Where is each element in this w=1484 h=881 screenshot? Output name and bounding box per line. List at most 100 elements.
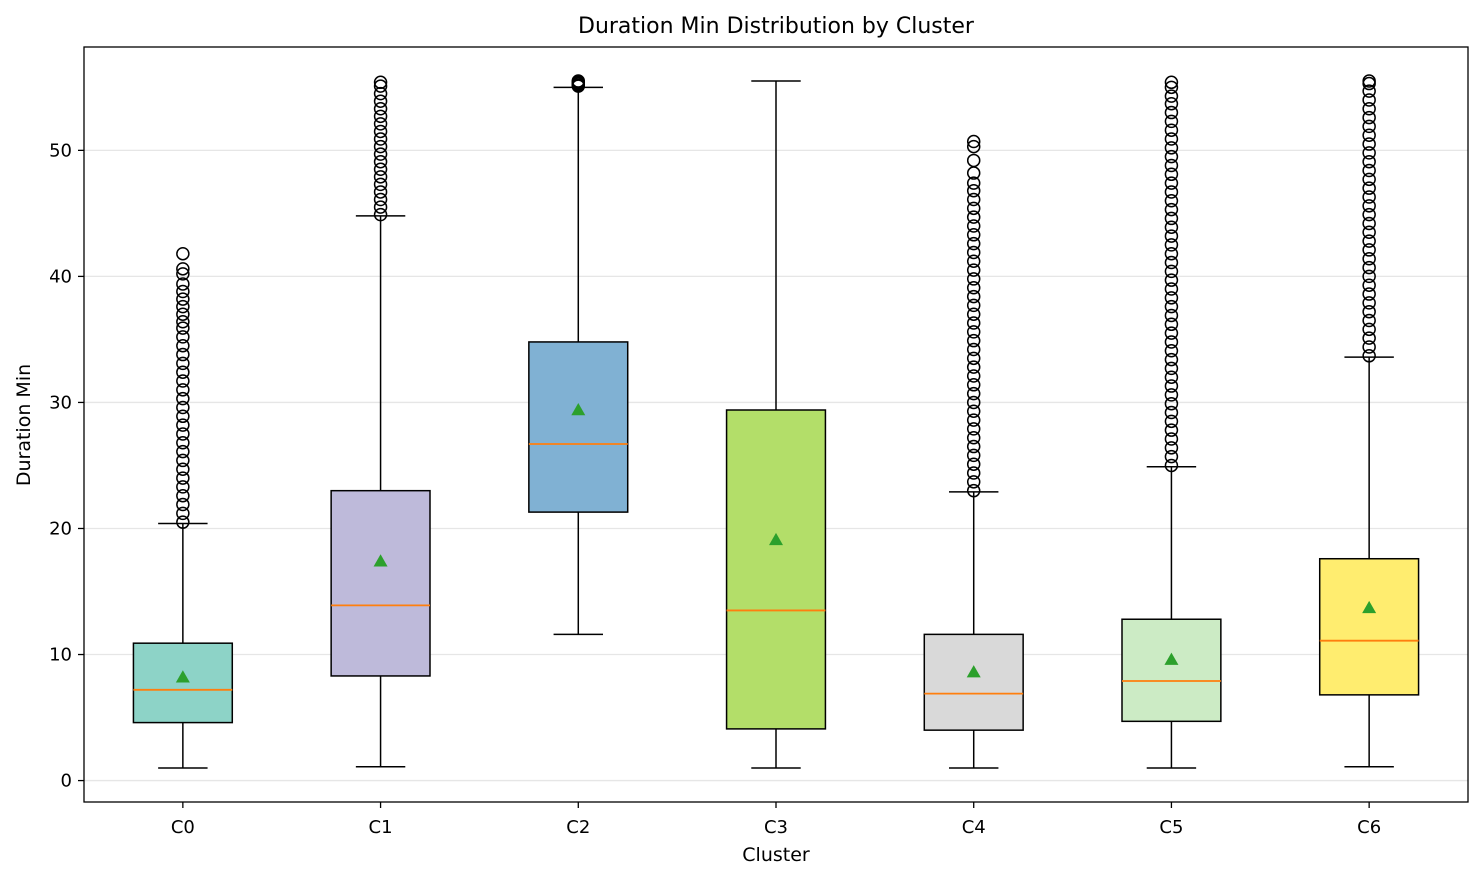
chart-title: Duration Min Distribution by Cluster bbox=[578, 14, 975, 39]
outlier-point bbox=[966, 360, 981, 374]
iqr-box bbox=[725, 409, 827, 730]
x-tick-label-c3: C3 bbox=[764, 817, 788, 838]
outlier-point bbox=[1164, 158, 1179, 173]
outlier-point bbox=[966, 316, 981, 330]
y-axis-label: Duration Min bbox=[13, 364, 35, 486]
outlier-point bbox=[373, 79, 388, 93]
outlier-point bbox=[1362, 225, 1376, 240]
outlier-point bbox=[1164, 211, 1179, 226]
y-tick-label: 20 bbox=[49, 518, 72, 539]
outlier-point bbox=[1362, 234, 1376, 248]
outlier-point bbox=[1362, 190, 1376, 204]
outlier-point bbox=[1164, 176, 1179, 190]
outlier-point bbox=[176, 400, 190, 415]
iqr-box bbox=[132, 642, 234, 724]
outlier-point bbox=[1362, 84, 1376, 98]
outlier-point bbox=[966, 439, 981, 454]
outlier-point bbox=[1362, 128, 1376, 142]
outlier-point bbox=[966, 236, 981, 251]
outlier-point bbox=[1164, 132, 1179, 146]
outlier-point bbox=[1362, 181, 1376, 195]
outlier-point bbox=[176, 262, 190, 276]
iqr-box bbox=[528, 341, 629, 513]
outlier-point bbox=[966, 325, 981, 339]
outlier-point bbox=[373, 177, 388, 192]
outlier-point bbox=[1164, 105, 1179, 120]
x-tick-label-c0: C0 bbox=[171, 817, 195, 838]
outlier-point bbox=[966, 176, 981, 190]
outlier-point bbox=[1164, 123, 1179, 137]
outlier-point bbox=[1164, 370, 1179, 384]
outlier-point bbox=[966, 307, 981, 321]
outlier-point bbox=[1362, 137, 1376, 151]
iqr-box bbox=[1318, 557, 1420, 696]
outlier-point bbox=[966, 254, 981, 269]
outlier-point bbox=[176, 292, 190, 306]
outlier-point bbox=[1362, 119, 1376, 134]
outlier-point bbox=[1164, 405, 1179, 420]
outlier-point bbox=[373, 132, 388, 146]
outlier-point bbox=[1164, 335, 1179, 349]
outlier-point bbox=[176, 330, 190, 344]
outlier-point bbox=[373, 162, 388, 177]
outlier-point bbox=[373, 102, 388, 116]
outlier-point bbox=[1164, 229, 1179, 243]
outlier-point bbox=[966, 395, 981, 410]
outlier-point bbox=[966, 369, 981, 383]
outlier-point bbox=[1164, 423, 1179, 437]
x-tick-label-c5: C5 bbox=[1159, 817, 1183, 838]
outlier-point bbox=[1164, 141, 1179, 155]
y-tick-label: 30 bbox=[49, 392, 72, 413]
outlier-point bbox=[176, 284, 190, 299]
outlier-point bbox=[176, 462, 190, 476]
outlier-point bbox=[176, 488, 190, 503]
mean-marker bbox=[373, 554, 388, 567]
outlier-point bbox=[1362, 93, 1376, 107]
outlier-point bbox=[176, 299, 190, 314]
outlier-point bbox=[176, 418, 190, 432]
outlier-point bbox=[373, 117, 388, 131]
outlier-point bbox=[1362, 296, 1376, 310]
outlier-point bbox=[1164, 264, 1179, 279]
outlier-point bbox=[1164, 167, 1179, 182]
outlier-point bbox=[1164, 273, 1179, 287]
y-tick-label: 40 bbox=[49, 266, 72, 287]
outlier-point bbox=[1164, 255, 1179, 270]
mean-marker bbox=[175, 670, 190, 683]
box-c4 bbox=[923, 134, 1024, 769]
outlier-point bbox=[966, 245, 981, 260]
outlier-point bbox=[1362, 252, 1376, 266]
ticks-layer: 0 10 20 30 40 50 C0 C1 C2 C3 C4 C5 C6 bbox=[49, 140, 1381, 838]
box-c5 bbox=[1121, 75, 1222, 769]
outlier-point bbox=[1362, 207, 1376, 222]
x-tick-label-c6: C6 bbox=[1357, 817, 1381, 838]
outlier-point bbox=[1164, 246, 1179, 261]
outlier-point bbox=[176, 374, 190, 388]
outlier-point bbox=[966, 183, 981, 198]
outlier-point bbox=[1362, 110, 1376, 125]
outlier-point bbox=[1362, 243, 1376, 257]
box-c3 bbox=[725, 80, 827, 769]
outlier-point bbox=[1362, 154, 1376, 169]
outlier-point bbox=[1164, 344, 1179, 358]
outlier-point bbox=[966, 153, 981, 168]
outlier-point bbox=[1362, 313, 1376, 328]
outlier-point bbox=[966, 342, 981, 357]
outlier-point bbox=[1164, 80, 1179, 95]
outlier-point bbox=[1362, 146, 1376, 160]
iqr-box bbox=[1121, 618, 1222, 723]
box-c6 bbox=[1318, 74, 1420, 768]
outlier-point bbox=[1362, 260, 1376, 275]
outlier-point bbox=[176, 246, 190, 261]
outlier-point bbox=[373, 185, 388, 199]
outlier-point bbox=[966, 272, 981, 286]
outlier-point bbox=[966, 333, 981, 348]
outlier-point bbox=[1164, 96, 1179, 111]
y-tick-label: 50 bbox=[49, 140, 72, 161]
outlier-point bbox=[176, 409, 190, 424]
x-tick-label-c4: C4 bbox=[962, 817, 986, 838]
outlier-point bbox=[1164, 220, 1179, 234]
outlier-point bbox=[176, 444, 190, 459]
outlier-point bbox=[373, 109, 388, 124]
